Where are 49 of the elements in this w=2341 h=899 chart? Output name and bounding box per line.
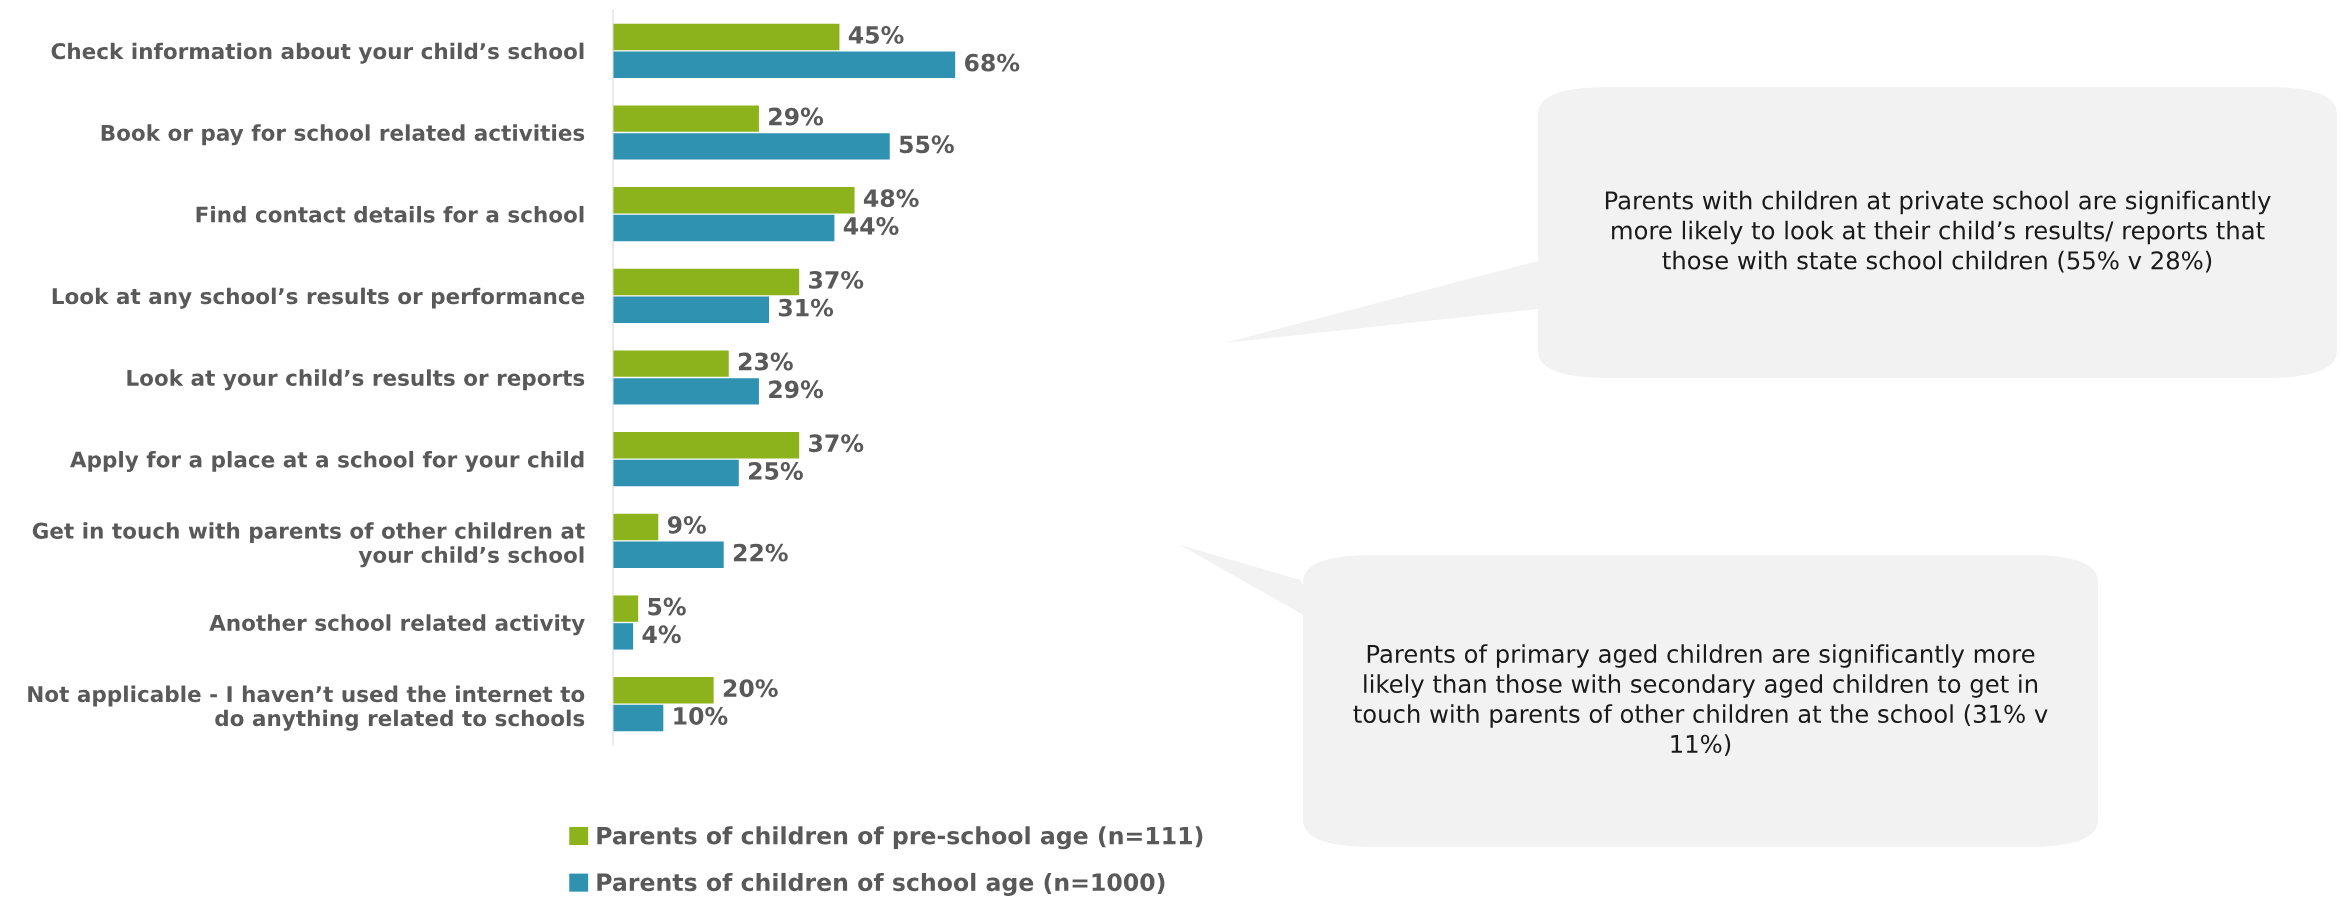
- y-tick-label: Get in touch with parents of other children at your child’s school: [32, 522, 585, 568]
- data-label: 23%: [738, 352, 793, 371]
- data-label: 48%: [863, 189, 919, 208]
- data-label: 68%: [964, 53, 1020, 72]
- bar: [613, 623, 634, 650]
- data-label: 22%: [733, 543, 788, 562]
- bar: [613, 350, 729, 377]
- bar: [613, 459, 739, 487]
- bar: [613, 105, 759, 132]
- data-label: 10%: [674, 707, 728, 725]
- y-tick-label: Book or pay for school related activities: [101, 124, 585, 146]
- bar: [613, 214, 835, 242]
- text: Parents of primary aged children are significantly more likely than those with secondary aged children to get in touch with parents of other children at the school (31% v 11%): [1353, 644, 2048, 756]
- data-label: 25%: [749, 462, 803, 480]
- y-tick-label: Look at any school’s results or performance: [52, 287, 585, 309]
- bar: [613, 133, 890, 160]
- bar: [613, 432, 800, 459]
- bar: [613, 268, 800, 296]
- y-tick-label: Check information about your child’s school: [51, 42, 584, 64]
- bar: [613, 595, 639, 622]
- y-tick-label: Not applicable - I haven’t used the internet to do anything related to schools: [28, 685, 585, 731]
- bar: [613, 704, 664, 732]
- text: Parents with children at private school are significantly more likely to look at their child’s results/ reports that those with state school children (55% v 28%): [1605, 190, 2271, 273]
- bar: [613, 51, 956, 78]
- data-label: 29%: [769, 107, 824, 126]
- legend-label: Parents of children of school age (n=1000): [597, 872, 1165, 896]
- data-label: 44%: [843, 217, 899, 235]
- bar: [613, 296, 769, 323]
- y-tick-label: Another school related activity: [209, 614, 585, 636]
- data-label: 9%: [667, 515, 706, 534]
- data-label: 37%: [809, 434, 864, 453]
- y-tick-label: Find contact details for a school: [196, 205, 584, 223]
- data-label: 4%: [642, 625, 681, 644]
- legend-label: Parents of children of pre-school age (n=111): [597, 826, 1203, 850]
- bar: [613, 677, 714, 704]
- bar: [613, 513, 659, 541]
- data-label: 29%: [769, 380, 824, 399]
- y-tick-label: Apply for a place at a school for your child: [70, 450, 584, 472]
- data-label: 37%: [809, 270, 864, 289]
- data-label: 20%: [723, 679, 778, 698]
- bar: [613, 378, 759, 405]
- data-label: 45%: [848, 25, 904, 44]
- data-label: 5%: [648, 597, 686, 616]
- data-label: 31%: [778, 298, 834, 317]
- y-tick-label: Look at your child’s results or reports: [127, 369, 585, 391]
- bar: [613, 187, 855, 214]
- bar: [613, 23, 840, 51]
- data-label: 55%: [899, 135, 954, 154]
- bar: [613, 541, 724, 568]
